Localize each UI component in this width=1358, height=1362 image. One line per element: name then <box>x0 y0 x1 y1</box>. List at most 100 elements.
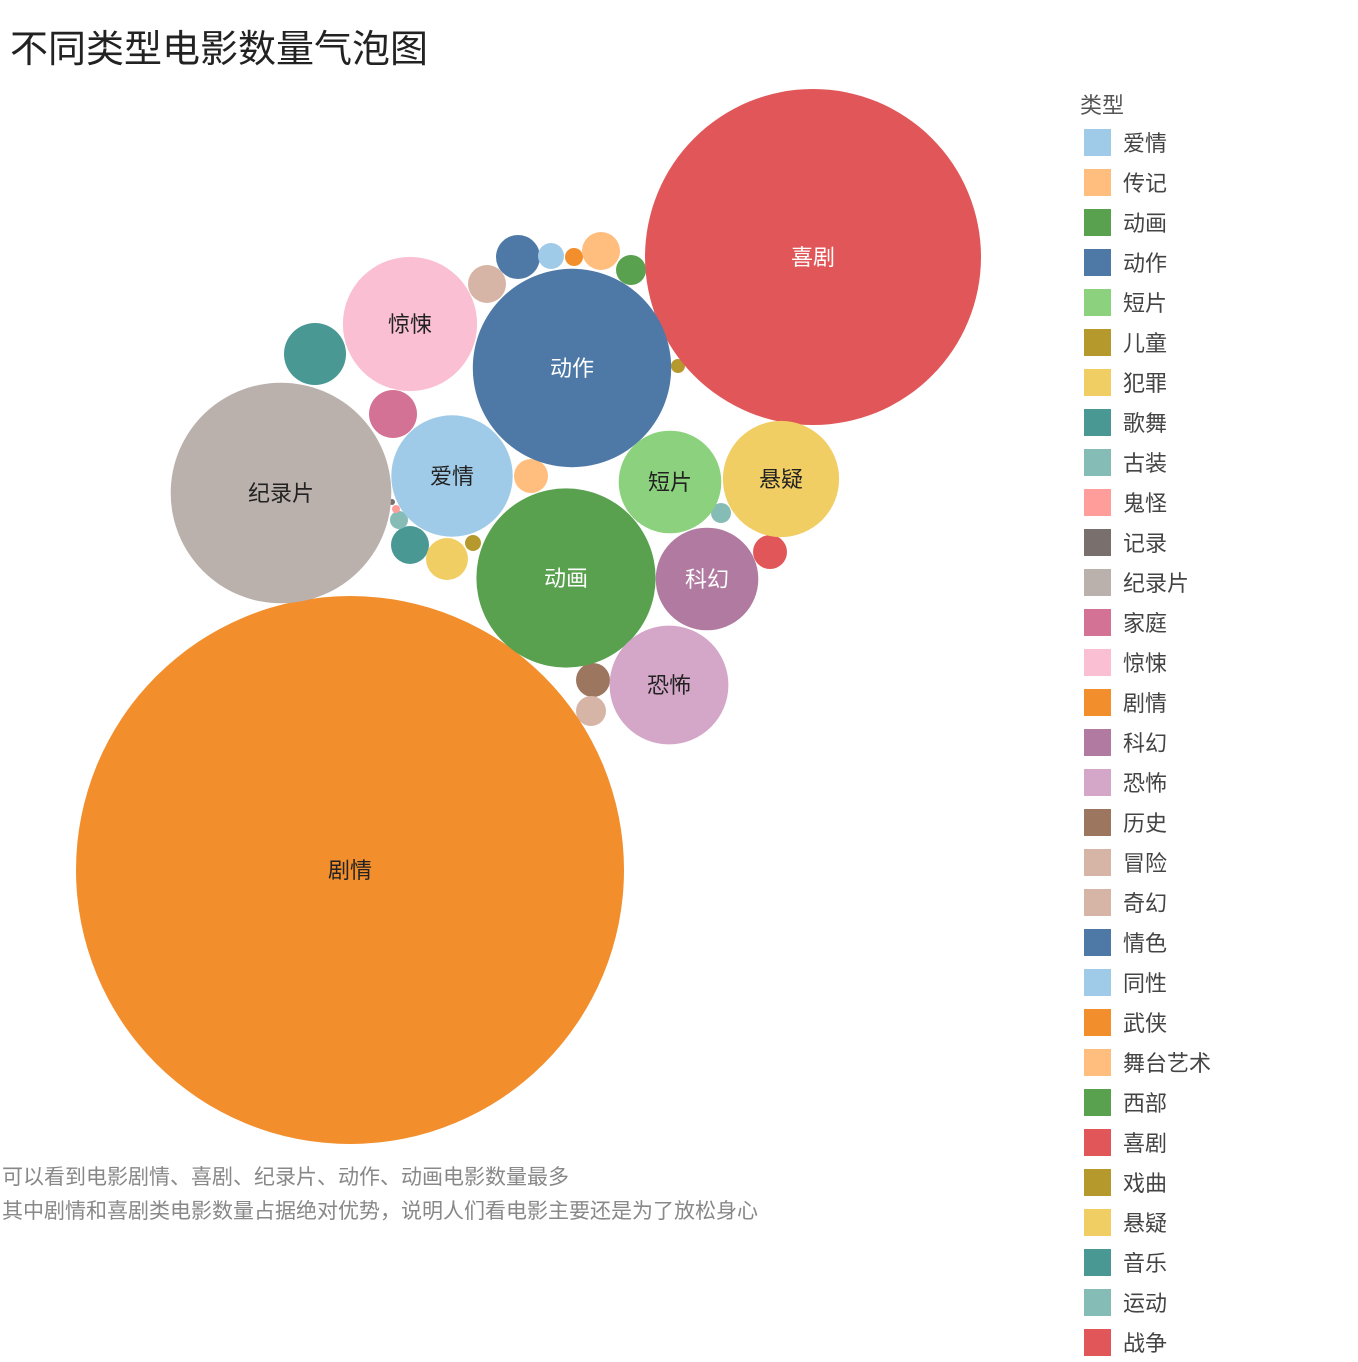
legend-item[interactable]: 历史 <box>1080 802 1211 842</box>
legend: 类型 爱情 传记 动画 动作 短片 儿童 犯罪 歌舞 古装 鬼怪 记录 纪录片 家庭 惊悚 剧情 科幻 恐怖 历史… <box>1080 92 1211 1362</box>
bubble-运动[interactable] <box>390 511 408 529</box>
bubble-武侠[interactable] <box>565 248 583 266</box>
legend-item[interactable]: 运动 <box>1080 1282 1211 1322</box>
bubble-情色[interactable] <box>496 235 540 279</box>
legend-label: 悬疑 <box>1123 1212 1168 1237</box>
bubble-家庭[interactable] <box>369 390 417 438</box>
legend-item[interactable]: 冒险 <box>1080 842 1211 882</box>
bubble-音乐[interactable] <box>391 526 429 564</box>
legend-swatch <box>1084 848 1111 876</box>
chart-title: 不同类型电影数量气泡图 <box>10 27 429 71</box>
legend-item[interactable]: 纪录片 <box>1080 562 1211 602</box>
legend-label: 家庭 <box>1123 612 1168 637</box>
legend-item[interactable]: 传记 <box>1080 162 1211 202</box>
bubble-科幻[interactable] <box>655 527 759 631</box>
legend-item[interactable]: 古装 <box>1080 442 1211 482</box>
bubble-冒险[interactable] <box>468 265 506 303</box>
bubble-传记[interactable] <box>514 459 548 493</box>
legend-label: 记录 <box>1123 532 1168 557</box>
legend-label: 同性 <box>1123 972 1168 997</box>
legend-item[interactable]: 武侠 <box>1080 1002 1211 1042</box>
bubble-label-短片: 短片 <box>648 471 692 496</box>
legend-swatch <box>1084 128 1111 156</box>
legend-item[interactable]: 儿童 <box>1080 322 1211 362</box>
legend-swatch <box>1084 1248 1111 1276</box>
bubble-歌舞[interactable] <box>284 323 346 385</box>
legend-swatch <box>1084 648 1111 676</box>
bubble-label-悬疑: 悬疑 <box>759 468 803 493</box>
legend-item[interactable]: 歌舞 <box>1080 402 1211 442</box>
legend-swatch <box>1084 1208 1111 1236</box>
bubble-惊悚[interactable] <box>342 256 478 392</box>
bubble-动画[interactable] <box>476 488 656 668</box>
legend-item[interactable]: 西部 <box>1080 1082 1211 1122</box>
chart-note: 可以看到电影剧情、喜剧、纪录片、动作、动画电影数量最多 其中剧情和喜剧类电影数量… <box>2 1160 758 1228</box>
legend-item[interactable]: 动画 <box>1080 202 1211 242</box>
legend-item[interactable]: 爱情 <box>1080 122 1211 162</box>
legend-swatch <box>1084 528 1111 556</box>
bubble-纪录片[interactable] <box>170 382 392 604</box>
legend-item[interactable]: 喜剧 <box>1080 1122 1211 1162</box>
legend-label: 舞台艺术 <box>1123 1052 1212 1077</box>
legend-item[interactable]: 记录 <box>1080 522 1211 562</box>
legend-item[interactable]: 动作 <box>1080 242 1211 282</box>
bubble-奇幻[interactable] <box>576 696 606 726</box>
bubble-恐怖[interactable] <box>609 625 729 745</box>
legend-label: 音乐 <box>1123 1252 1168 1277</box>
legend-label: 情色 <box>1123 932 1168 957</box>
legend-item[interactable]: 奇幻 <box>1080 882 1211 922</box>
legend-swatch <box>1084 328 1111 356</box>
legend-item[interactable]: 剧情 <box>1080 682 1211 722</box>
bubble-舞台艺术[interactable] <box>582 232 620 270</box>
legend-item[interactable]: 情色 <box>1080 922 1211 962</box>
bubble-鬼怪[interactable] <box>392 505 400 513</box>
legend-swatch <box>1084 568 1111 596</box>
legend-swatch <box>1084 1128 1111 1156</box>
legend-item[interactable]: 惊悚 <box>1080 642 1211 682</box>
legend-label: 战争 <box>1123 1332 1168 1357</box>
legend-swatch <box>1084 768 1111 796</box>
bubble-战争[interactable] <box>753 535 787 569</box>
legend-item[interactable]: 家庭 <box>1080 602 1211 642</box>
legend-swatch <box>1084 968 1111 996</box>
legend-label: 惊悚 <box>1123 652 1168 677</box>
legend-item[interactable]: 戏曲 <box>1080 1162 1211 1202</box>
bubble-戏曲[interactable] <box>465 535 481 551</box>
legend-swatch <box>1084 488 1111 516</box>
legend-item[interactable]: 短片 <box>1080 282 1211 322</box>
bubble-label-动作: 动作 <box>550 357 594 382</box>
bubble-剧情[interactable] <box>76 596 624 1144</box>
legend-item[interactable]: 舞台艺术 <box>1080 1042 1211 1082</box>
bubble-历史[interactable] <box>576 663 610 697</box>
bubble-犯罪[interactable] <box>426 538 468 580</box>
legend-items: 爱情 传记 动画 动作 短片 儿童犯罪歌舞古装鬼怪记录纪录片家庭惊悚剧情科幻恐怖历史 冒险奇… <box>1080 122 1211 1362</box>
legend-item[interactable]: 鬼怪 <box>1080 482 1211 522</box>
legend-label: 剧情 <box>1123 692 1168 717</box>
legend-swatch <box>1084 288 1111 316</box>
bubble-古装[interactable] <box>711 503 731 523</box>
note-line-1: 可以看到电影剧情、喜剧、纪录片、动作、动画电影数量最多 <box>2 1165 569 1189</box>
legend-label: 运动 <box>1123 1292 1168 1317</box>
legend-label: 古装 <box>1123 452 1168 477</box>
legend-item[interactable]: 犯罪 <box>1080 362 1211 402</box>
bubble-西部[interactable] <box>616 255 646 285</box>
bubble-短片[interactable] <box>618 430 722 534</box>
legend-item[interactable]: 同性 <box>1080 962 1211 1002</box>
bubble-label-恐怖: 恐怖 <box>647 674 691 699</box>
legend-item[interactable]: 战争 <box>1080 1322 1211 1362</box>
legend-swatch <box>1084 928 1111 956</box>
bubble-label-纪录片: 纪录片 <box>248 482 314 507</box>
legend-label: 喜剧 <box>1123 1132 1168 1157</box>
bubble-喜剧[interactable] <box>645 89 981 425</box>
legend-item[interactable]: 科幻 <box>1080 722 1211 762</box>
bubble-儿童[interactable] <box>671 359 685 373</box>
bubble-悬疑[interactable] <box>722 420 840 538</box>
bubble-爱情[interactable] <box>391 415 513 537</box>
legend-item[interactable]: 悬疑 <box>1080 1202 1211 1242</box>
legend-item[interactable]: 恐怖 <box>1080 762 1211 802</box>
legend-label: 犯罪 <box>1123 372 1168 397</box>
legend-label: 恐怖 <box>1123 772 1168 797</box>
legend-item[interactable]: 音乐 <box>1080 1242 1211 1282</box>
bubble-同性[interactable] <box>538 243 564 269</box>
bubble-动作[interactable] <box>472 268 672 468</box>
